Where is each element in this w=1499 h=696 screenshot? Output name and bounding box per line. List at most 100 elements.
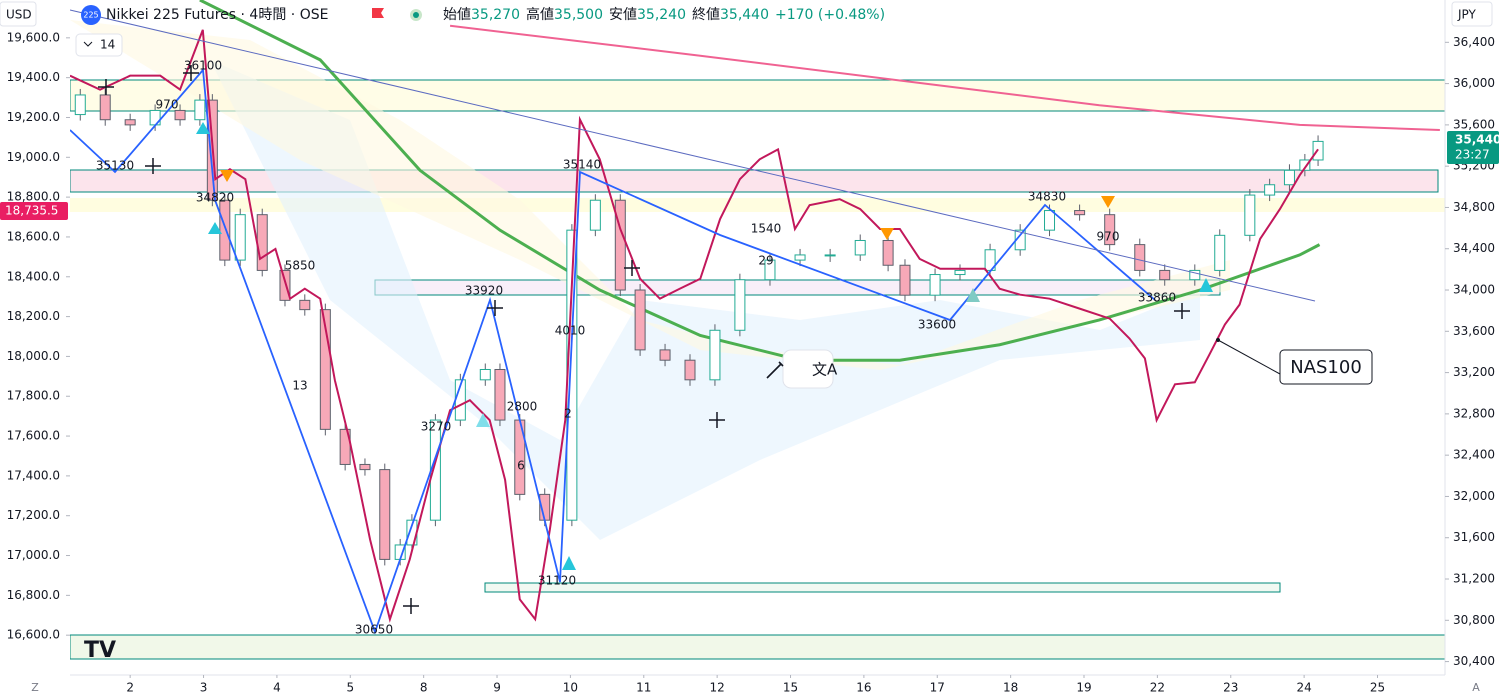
overlays: NAS100 文A 36100 35130 34820 970 5850 13 33920 3… <box>69 9 1373 637</box>
corner-right[interactable]: A <box>1472 681 1480 694</box>
flag[interactable] <box>372 8 384 18</box>
callout-leader <box>1217 339 1281 375</box>
annotation: 33600 <box>918 318 956 332</box>
chart-title[interactable]: Nikkei 225 Futures · 4時間 · OSE <box>106 7 328 23</box>
y2-tick-label: 16,800.0 <box>7 588 60 602</box>
currency-button[interactable] <box>1451 1 1493 27</box>
annotation: 29 <box>758 254 773 268</box>
status-dot <box>413 12 419 18</box>
y2-tick-label: 17,000.0 <box>7 548 60 562</box>
price-tag-left-text: 18,735.5 <box>5 204 58 218</box>
symbol-badge-text: 225 <box>83 11 98 20</box>
ohlc-value: 35,500 <box>554 7 603 23</box>
x-tick-label: 3 <box>200 681 208 695</box>
callout-text: NAS100 <box>1290 357 1362 378</box>
candle-body <box>279 269 291 301</box>
annotation: 3270 <box>421 420 452 434</box>
corner-left[interactable]: Z <box>31 681 39 694</box>
chevron <box>83 41 93 47</box>
x-tick-label: 9 <box>493 681 501 695</box>
candle-body <box>379 469 391 560</box>
ohlc-value: 35,270 <box>471 7 520 23</box>
y2-tick-label: 17,200.0 <box>7 508 60 522</box>
price-tag-left <box>0 202 68 220</box>
candle-body <box>219 199 231 261</box>
crosses <box>98 65 1190 614</box>
plot <box>69 0 1440 623</box>
candle-body <box>74 94 86 116</box>
ohlc-value: 35,440 <box>720 7 769 23</box>
candle-body <box>1189 269 1201 281</box>
zones <box>69 20 1446 660</box>
candle-body <box>854 239 866 256</box>
annotation: 13 <box>292 379 307 393</box>
currency-button[interactable] <box>0 1 37 27</box>
y2-tick-label: 17,600.0 <box>7 429 60 443</box>
callout-box <box>1279 349 1373 385</box>
currency-right[interactable]: JPY <box>1457 8 1477 22</box>
candle-body <box>614 199 626 291</box>
y-tick-label: 30,800 <box>1453 613 1495 627</box>
annotation: 34830 <box>1028 190 1066 204</box>
candle-body <box>234 214 246 261</box>
signal-up <box>966 288 980 302</box>
signal-up <box>208 222 222 234</box>
candle-body <box>1244 194 1256 236</box>
y-tick-label: 32,800 <box>1453 406 1495 420</box>
y-tick-label: 35,600 <box>1453 117 1495 131</box>
candle-body <box>1134 244 1146 271</box>
x-tick-label: 4 <box>273 681 281 695</box>
candle-body <box>1074 210 1086 216</box>
candle-body <box>954 269 966 276</box>
candle-body <box>1044 210 1056 231</box>
toggle-value[interactable]: 14 <box>100 38 115 52</box>
candle-body <box>824 254 836 257</box>
candle-body <box>1283 169 1295 186</box>
y-tick-label: 36,400 <box>1453 35 1495 49</box>
currency-left[interactable]: USD <box>6 8 32 22</box>
floating-toolbar[interactable] <box>782 349 834 389</box>
x-tick-label: 18 <box>1003 681 1018 695</box>
trend-line <box>69 9 1316 302</box>
annotation: 30650 <box>355 623 393 637</box>
zigzag <box>69 67 1156 635</box>
signal-up <box>1199 278 1213 292</box>
candle-body <box>659 349 671 361</box>
annotation: 5850 <box>285 259 316 273</box>
ohlc: 始値35,270 高値35,500 安値35,240 終値35,440 +170 (+0… <box>443 6 885 23</box>
signal-down <box>880 228 894 240</box>
signal-up <box>476 413 490 427</box>
candle-body <box>256 214 268 271</box>
candle-body <box>194 99 206 121</box>
y2-tick-label: 19,200.0 <box>7 110 60 124</box>
x-tick-label: 12 <box>710 681 725 695</box>
annotation: 2 <box>564 407 572 421</box>
translate-icon[interactable]: 文A <box>812 361 838 379</box>
candle-body <box>174 109 186 121</box>
ohlc-label: 高値 <box>526 6 554 23</box>
bottom-axis-bg <box>0 675 1499 696</box>
magic-icon[interactable] <box>766 361 784 379</box>
cloud <box>70 20 1230 370</box>
candle-body <box>764 259 776 281</box>
x-tick-label: 25 <box>1370 681 1385 695</box>
y2-tick-label: 16,600.0 <box>7 628 60 642</box>
y2-tick-label: 18,400.0 <box>7 269 60 283</box>
signal-up <box>562 556 576 570</box>
x-tick-label: 24 <box>1296 681 1311 695</box>
annotation: 6 <box>517 459 525 473</box>
annotation: 970 <box>156 98 179 112</box>
y2-tick-label: 17,400.0 <box>7 468 60 482</box>
toggle[interactable] <box>75 33 123 57</box>
x-tick-label: 19 <box>1076 681 1091 695</box>
y-tick-label: 31,600 <box>1453 530 1495 544</box>
candle-body <box>1264 184 1276 196</box>
signal-down <box>220 170 234 182</box>
price-tag-right <box>1447 131 1499 164</box>
candle-body <box>1214 234 1226 271</box>
ohlc-change: +170 (+0.48%) <box>775 7 885 23</box>
annotation: 33920 <box>465 284 503 298</box>
x-tick-label: 23 <box>1223 681 1238 695</box>
candle-body <box>479 368 491 381</box>
